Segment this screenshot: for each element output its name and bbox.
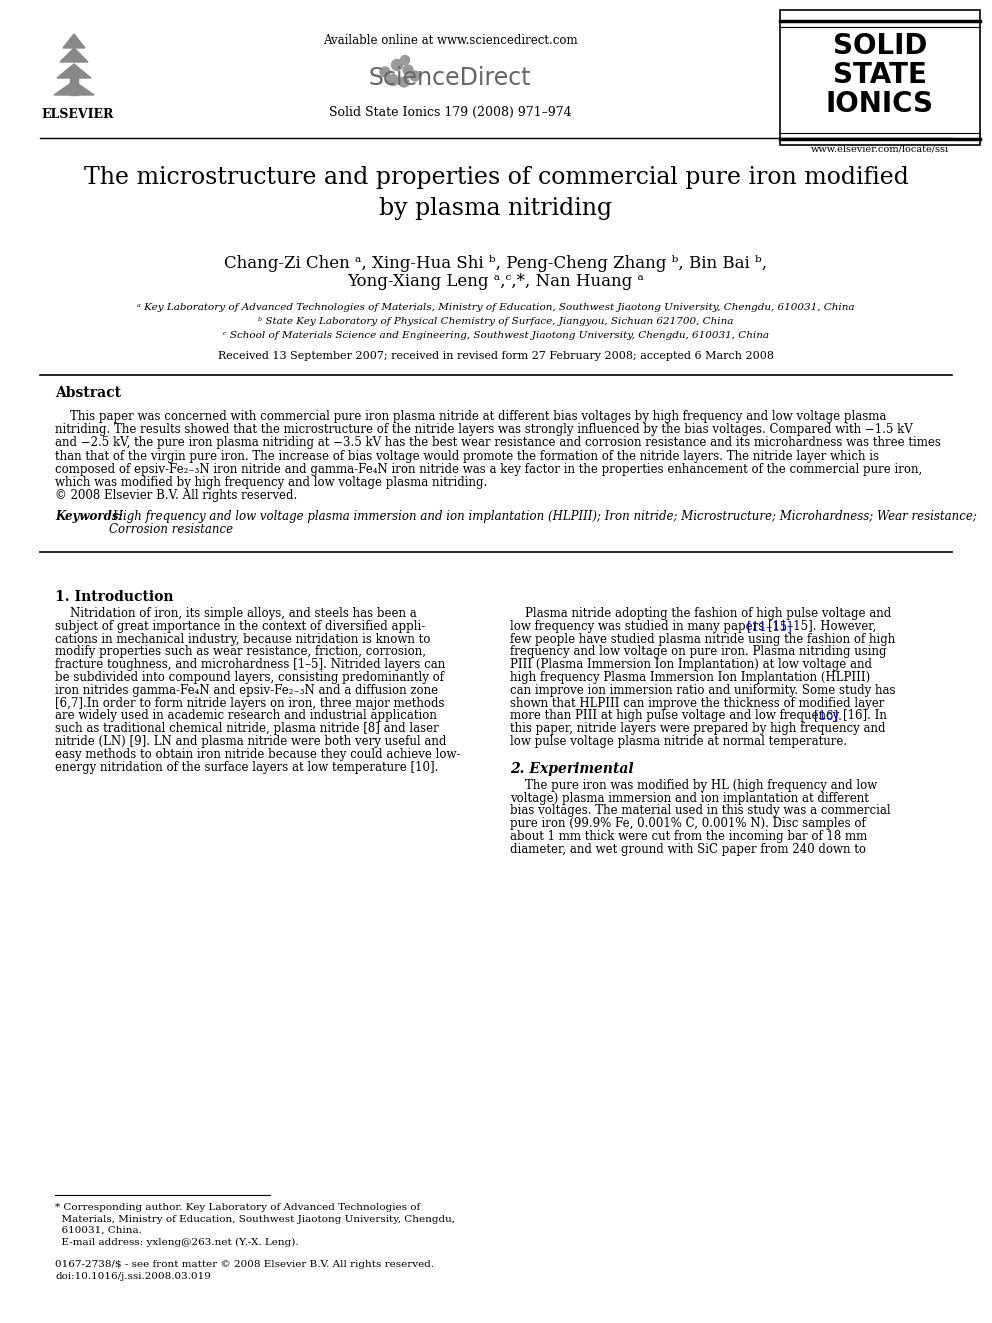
Text: be subdivided into compound layers, consisting predominantly of: be subdivided into compound layers, cons…	[55, 671, 444, 684]
Text: energy nitridation of the surface layers at low temperature [10].: energy nitridation of the surface layers…	[55, 761, 438, 774]
Text: shown that HLPIII can improve the thickness of modified layer: shown that HLPIII can improve the thickn…	[510, 697, 885, 709]
Text: low frequency was studied in many papers [11–15]. However,: low frequency was studied in many papers…	[510, 619, 876, 632]
Text: such as traditional chemical nitride, plasma nitride [8] and laser: such as traditional chemical nitride, pl…	[55, 722, 438, 736]
Text: The pure iron was modified by HL (high frequency and low: The pure iron was modified by HL (high f…	[510, 779, 877, 791]
FancyBboxPatch shape	[780, 11, 980, 146]
Text: Yong-Xiang Leng ᵃ,ᶜ,*, Nan Huang ᵃ: Yong-Xiang Leng ᵃ,ᶜ,*, Nan Huang ᵃ	[347, 274, 645, 291]
Text: can improve ion immersion ratio and uniformity. Some study has: can improve ion immersion ratio and unif…	[510, 684, 896, 697]
Text: Abstract: Abstract	[55, 386, 121, 400]
Circle shape	[388, 74, 399, 86]
Text: Received 13 September 2007; received in revised form 27 February 2008; accepted : Received 13 September 2007; received in …	[218, 351, 774, 361]
Text: This paper was concerned with commercial pure iron plasma nitride at different b: This paper was concerned with commercial…	[55, 410, 887, 423]
Text: are widely used in academic research and industrial application: are widely used in academic research and…	[55, 709, 436, 722]
Circle shape	[410, 71, 420, 81]
Circle shape	[399, 77, 409, 87]
Text: © 2008 Elsevier B.V. All rights reserved.: © 2008 Elsevier B.V. All rights reserved…	[55, 490, 298, 503]
Circle shape	[392, 60, 403, 70]
Polygon shape	[57, 64, 91, 78]
Text: nitride (LN) [9]. LN and plasma nitride were both very useful and: nitride (LN) [9]. LN and plasma nitride …	[55, 736, 446, 747]
Text: [16].: [16].	[814, 709, 842, 722]
Text: Available online at www.sciencedirect.com: Available online at www.sciencedirect.co…	[322, 33, 577, 46]
Text: modify properties such as wear resistance, friction, corrosion,: modify properties such as wear resistanc…	[55, 646, 426, 659]
Text: easy methods to obtain iron nitride because they could achieve low-: easy methods to obtain iron nitride beca…	[55, 747, 460, 761]
Text: voltage) plasma immersion and ion implantation at different: voltage) plasma immersion and ion implan…	[510, 791, 869, 804]
Text: iron nitrides gamma-Fe₄N and epsiv-Fe₂₋₃N and a diffusion zone: iron nitrides gamma-Fe₄N and epsiv-Fe₂₋₃…	[55, 684, 438, 697]
Circle shape	[380, 67, 390, 77]
Text: bias voltages. The material used in this study was a commercial: bias voltages. The material used in this…	[510, 804, 891, 818]
Polygon shape	[63, 34, 85, 48]
Text: SOLID
STATE
IONICS: SOLID STATE IONICS	[826, 32, 934, 118]
Text: * Corresponding author. Key Laboratory of Advanced Technologies of: * Corresponding author. Key Laboratory o…	[55, 1203, 421, 1212]
Circle shape	[401, 56, 410, 65]
Text: Plasma nitride adopting the fashion of high pulse voltage and: Plasma nitride adopting the fashion of h…	[510, 607, 891, 620]
Text: Solid State Ionics 179 (2008) 971–974: Solid State Ionics 179 (2008) 971–974	[328, 106, 571, 119]
Text: nitriding. The results showed that the microstructure of the nitride layers was : nitriding. The results showed that the m…	[55, 423, 913, 437]
Text: ᵃ Key Laboratory of Advanced Technologies of Materials, Ministry of Education, S: ᵃ Key Laboratory of Advanced Technologie…	[137, 303, 855, 312]
Text: high frequency Plasma Immersion Ion Implantation (HLPIII): high frequency Plasma Immersion Ion Impl…	[510, 671, 870, 684]
Text: low pulse voltage plasma nitride at normal temperature.: low pulse voltage plasma nitride at norm…	[510, 736, 847, 747]
Text: www.elsevier.com/locate/ssi: www.elsevier.com/locate/ssi	[810, 144, 949, 153]
Text: than that of the virgin pure iron. The increase of bias voltage would promote th: than that of the virgin pure iron. The i…	[55, 450, 879, 463]
Text: Keywords:: Keywords:	[55, 509, 123, 523]
Text: about 1 mm thick were cut from the incoming bar of 18 mm: about 1 mm thick were cut from the incom…	[510, 830, 867, 843]
Text: Chang-Zi Chen ᵃ, Xing-Hua Shi ᵇ, Peng-Cheng Zhang ᵇ, Bin Bai ᵇ,: Chang-Zi Chen ᵃ, Xing-Hua Shi ᵇ, Peng-Ch…	[224, 254, 768, 271]
Text: ScienceDirect: ScienceDirect	[369, 66, 532, 90]
Text: this paper, nitride layers were prepared by high frequency and: this paper, nitride layers were prepared…	[510, 722, 886, 736]
Text: more than PIII at high pulse voltage and low frequency [16]. In: more than PIII at high pulse voltage and…	[510, 709, 887, 722]
Text: ᶜ School of Materials Science and Engineering, Southwest Jiaotong University, Ch: ᶜ School of Materials Science and Engine…	[223, 332, 769, 340]
Text: 2. Experimental: 2. Experimental	[510, 762, 634, 775]
FancyBboxPatch shape	[70, 77, 78, 95]
Text: and −2.5 kV, the pure iron plasma nitriding at −3.5 kV has the best wear resista: and −2.5 kV, the pure iron plasma nitrid…	[55, 437, 940, 450]
Text: fracture toughness, and microhardness [1–5]. Nitrided layers can: fracture toughness, and microhardness [1…	[55, 659, 445, 671]
Text: composed of epsiv-Fe₂₋₃N iron nitride and gamma-Fe₄N iron nitride was a key fact: composed of epsiv-Fe₂₋₃N iron nitride an…	[55, 463, 923, 476]
Text: 0167-2738/$ - see front matter © 2008 Elsevier B.V. All rights reserved.: 0167-2738/$ - see front matter © 2008 El…	[55, 1259, 434, 1269]
Polygon shape	[60, 48, 88, 62]
Text: 610031, China.: 610031, China.	[55, 1226, 142, 1234]
Text: which was modified by high frequency and low voltage plasma nitriding.: which was modified by high frequency and…	[55, 476, 487, 490]
Text: cations in mechanical industry, because nitridation is known to: cations in mechanical industry, because …	[55, 632, 431, 646]
Text: subject of great importance in the context of diversified appli-: subject of great importance in the conte…	[55, 619, 426, 632]
Text: The microstructure and properties of commercial pure iron modified
by plasma nit: The microstructure and properties of com…	[83, 165, 909, 220]
Text: PIII (Plasma Immersion Ion Implantation) at low voltage and: PIII (Plasma Immersion Ion Implantation)…	[510, 659, 872, 671]
Text: doi:10.1016/j.ssi.2008.03.019: doi:10.1016/j.ssi.2008.03.019	[55, 1271, 211, 1281]
Text: [11–15]: [11–15]	[747, 619, 792, 632]
Text: few people have studied plasma nitride using the fashion of high: few people have studied plasma nitride u…	[510, 632, 895, 646]
Text: E-mail address: yxleng@263.net (Y.-X. Leng).: E-mail address: yxleng@263.net (Y.-X. Le…	[55, 1237, 299, 1246]
Text: High frequency and low voltage plasma immersion and ion implantation (HLPIII); I: High frequency and low voltage plasma im…	[109, 509, 977, 523]
Text: Materials, Ministry of Education, Southwest Jiaotong University, Chengdu,: Materials, Ministry of Education, Southw…	[55, 1215, 455, 1224]
Circle shape	[403, 65, 413, 75]
Text: diameter, and wet ground with SiC paper from 240 down to: diameter, and wet ground with SiC paper …	[510, 843, 866, 856]
Text: [6,7].In order to form nitride layers on iron, three major methods: [6,7].In order to form nitride layers on…	[55, 697, 444, 709]
Text: ᵇ State Key Laboratory of Physical Chemistry of Surface, Jiangyou, Sichuan 62170: ᵇ State Key Laboratory of Physical Chemi…	[258, 318, 734, 327]
Text: ELSEVIER: ELSEVIER	[42, 108, 114, 122]
Text: pure iron (99.9% Fe, 0.001% C, 0.001% N). Disc samples of: pure iron (99.9% Fe, 0.001% C, 0.001% N)…	[510, 818, 866, 831]
Text: frequency and low voltage on pure iron. Plasma nitriding using: frequency and low voltage on pure iron. …	[510, 646, 887, 659]
Polygon shape	[54, 81, 94, 95]
Text: Nitridation of iron, its simple alloys, and steels has been a: Nitridation of iron, its simple alloys, …	[55, 607, 417, 620]
Text: Corrosion resistance: Corrosion resistance	[109, 523, 233, 536]
Text: 1. Introduction: 1. Introduction	[55, 590, 174, 605]
